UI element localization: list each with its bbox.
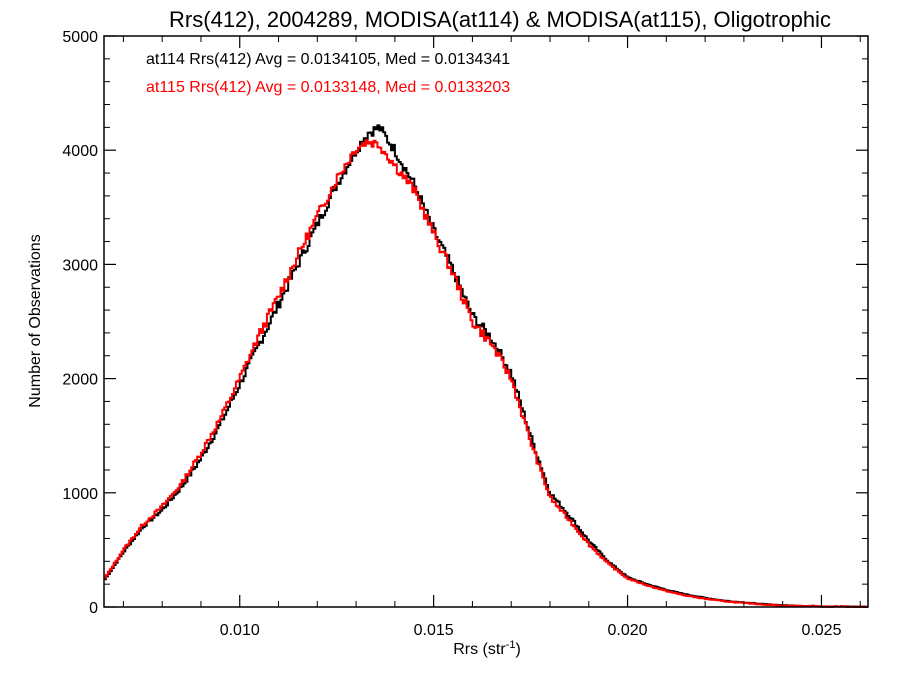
x-tick-label: 0.025 bbox=[801, 622, 841, 639]
ticks-layer: 0.010 0.015 0.020 0.025 0 1000 2000 3000 4000 500… bbox=[62, 29, 868, 639]
y-tick-label: 3000 bbox=[62, 257, 98, 274]
legend-entry-at114: at114 Rrs(412) Avg = 0.0134105, Med = 0.… bbox=[146, 51, 510, 68]
y-tick-label: 5000 bbox=[62, 29, 98, 46]
series-layer bbox=[104, 124, 868, 608]
y-axis-label: Number of Observations bbox=[27, 234, 44, 407]
legend-entry-at115: at115 Rrs(412) Avg = 0.0133148, Med = 0.… bbox=[146, 79, 510, 96]
x-tick-label: 0.020 bbox=[608, 622, 648, 639]
x-tick-label: 0.015 bbox=[414, 622, 454, 639]
series-line-at115 bbox=[104, 139, 868, 608]
x-tick-label: 0.010 bbox=[220, 622, 260, 639]
chart-title: Rrs(412), 2004289, MODISA(at114) & MODIS… bbox=[169, 7, 831, 32]
y-tick-label: 4000 bbox=[62, 143, 98, 160]
y-tick-label: 2000 bbox=[62, 372, 98, 389]
series-line-at114 bbox=[104, 124, 868, 608]
y-tick-label: 0 bbox=[89, 600, 98, 617]
plot-frame bbox=[103, 35, 869, 608]
x-axis-label: Rrs (str-1) bbox=[453, 639, 521, 658]
y-tick-label: 1000 bbox=[62, 486, 98, 503]
